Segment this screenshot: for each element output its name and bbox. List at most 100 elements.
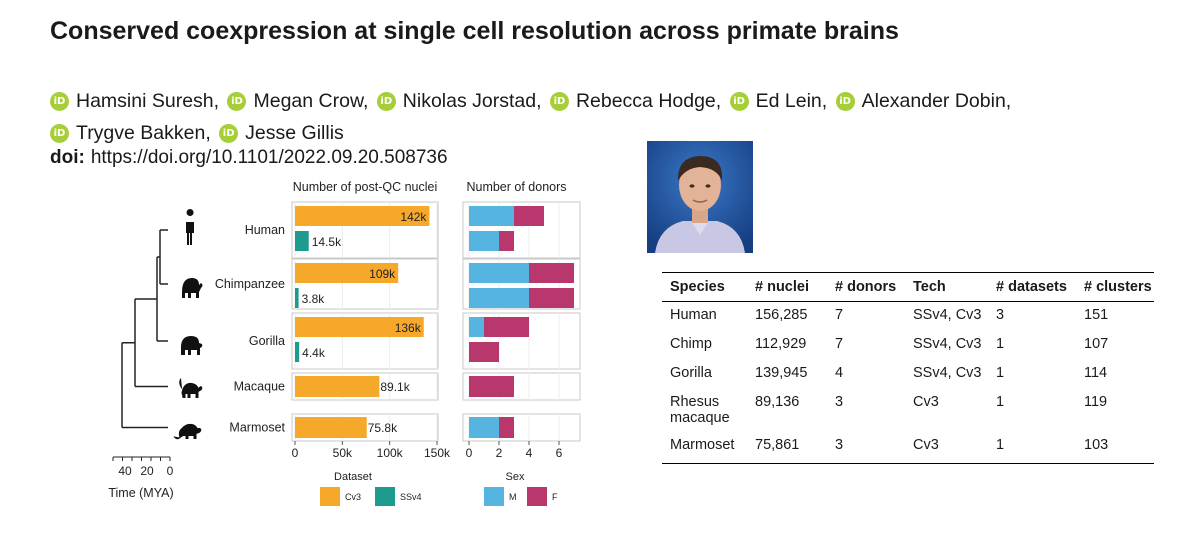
bar-cv3: [295, 206, 430, 226]
orcid-icon[interactable]: iD: [227, 92, 247, 111]
tick-label: 0: [292, 446, 299, 460]
author-name[interactable]: Alexander Dobin,: [861, 90, 1012, 112]
bar-male: [469, 288, 529, 308]
bar-label: 3.8k: [302, 292, 326, 306]
bar-label: 89.1k: [380, 380, 410, 394]
table-row: Rhesus macaque 89,136 3 Cv3 1 119: [662, 389, 1154, 432]
orcid-icon[interactable]: iD: [549, 92, 569, 111]
author-name[interactable]: Hamsini Suresh,: [76, 90, 220, 112]
cell-tech: SSv4, Cv3: [913, 307, 982, 323]
bar-cv3: [295, 317, 424, 337]
orcid-icon[interactable]: iD: [219, 124, 239, 143]
species-silhouettes: [173, 209, 203, 440]
bar-male: [469, 231, 499, 251]
cell-datasets: 3: [996, 307, 1005, 323]
author[interactable]: iD Jesse Gillis: [219, 119, 344, 148]
species-label: Gorilla: [249, 334, 285, 348]
bar-cv3: [295, 263, 399, 283]
orcid-icon[interactable]: iD: [50, 92, 69, 111]
author[interactable]: iD Nikolas Jorstad,: [376, 87, 542, 116]
time-tick-label: 40: [118, 464, 132, 478]
cell-donors: 4: [835, 365, 844, 381]
legend-swatch: [320, 487, 340, 506]
cell-tech: Cv3: [913, 394, 939, 410]
table-row: Marmoset 75,861 3 Cv3 1 103: [662, 432, 1154, 464]
bar-cv3: [295, 417, 367, 438]
orcid-icon[interactable]: iD: [376, 92, 396, 111]
cell-nuclei: 139,945: [755, 365, 808, 381]
table-row: Human 156,285 7 SSv4, Cv3 3 151: [662, 302, 1154, 332]
bar-male: [469, 263, 529, 283]
author[interactable]: iD Hamsini Suresh,: [50, 87, 219, 116]
author-name[interactable]: Rebecca Hodge,: [575, 90, 722, 112]
cell-datasets: 1: [996, 394, 1005, 410]
cell-datasets: 1: [996, 365, 1005, 381]
species-label: Human: [245, 223, 285, 237]
cell-nuclei: 156,285: [755, 307, 808, 323]
cell-species: Gorilla: [670, 365, 712, 381]
bar-female: [469, 342, 499, 362]
gorilla-icon: [180, 336, 203, 355]
tick-label: 100k: [377, 446, 404, 460]
cell-clusters: 107: [1084, 336, 1109, 352]
cell-donors: 7: [835, 307, 844, 323]
author-name[interactable]: Ed Lein,: [755, 90, 828, 112]
cell-species: Chimp: [670, 336, 712, 352]
bar-female: [529, 263, 574, 283]
author[interactable]: iD Alexander Dobin,: [835, 87, 1012, 116]
doi-link[interactable]: https://doi.org/10.1101/2022.09.20.50873…: [90, 147, 448, 168]
author[interactable]: iD Rebecca Hodge,: [549, 87, 722, 116]
legend-label: Cv3: [345, 492, 361, 502]
author[interactable]: iD Megan Crow,: [227, 87, 368, 116]
author-name[interactable]: Nikolas Jorstad,: [402, 90, 542, 112]
bar-female: [514, 206, 544, 226]
table-row: Gorilla 139,945 4 SSv4, Cv3 1 114: [662, 360, 1154, 389]
axis-label: Time (MYA): [108, 486, 173, 500]
cell-nuclei: 112,929: [755, 336, 807, 352]
author-name[interactable]: Jesse Gillis: [245, 122, 344, 144]
doi-line: doi: https://doi.org/10.1101/2022.09.20.5…: [50, 147, 448, 169]
legend-swatch: [375, 487, 395, 506]
bar-label: 136k: [395, 321, 422, 335]
legend-title: Dataset: [334, 471, 372, 483]
author[interactable]: iD Ed Lein,: [729, 87, 828, 116]
bar-label: 4.4k: [302, 346, 326, 360]
orcid-icon[interactable]: iD: [729, 92, 749, 111]
bar-ssv4: [295, 342, 300, 362]
cell-tech: Cv3: [905, 432, 988, 464]
cell-donors: 7: [835, 336, 844, 352]
bar-label: 75.8k: [368, 421, 398, 435]
tick-label: 0: [466, 446, 473, 460]
author-name[interactable]: Megan Crow,: [253, 90, 369, 112]
time-tick-label: 20: [140, 464, 154, 478]
tick-label: 50k: [333, 446, 353, 460]
bar-female: [484, 317, 529, 337]
column-header: # nuclei: [747, 272, 827, 302]
author[interactable]: iD Trygve Bakken,: [50, 119, 211, 148]
author-name[interactable]: Trygve Bakken,: [76, 122, 211, 144]
bar-female: [529, 288, 574, 308]
bar-label: 109k: [369, 267, 396, 281]
bar-cv3: [295, 376, 380, 397]
legend-label: SSv4: [400, 492, 422, 502]
legend-label: M: [509, 492, 517, 502]
orcid-icon[interactable]: iD: [50, 124, 69, 143]
nuclei-chart: Number of post-QC nuclei 142k 14.5k 109k 3.8…: [291, 180, 451, 506]
marmoset-icon: [173, 423, 202, 440]
phylogeny-tree: Human Chimpanzee Gorilla Macaque Marmoset 40 2…: [108, 223, 285, 500]
cell-tech: SSv4, Cv3: [913, 336, 982, 352]
cell-nuclei: 89,136: [755, 394, 800, 410]
tick-label: 2: [496, 446, 503, 460]
time-tick-label: 0: [167, 464, 174, 478]
legend-swatch: [527, 487, 547, 506]
bar-label: 14.5k: [312, 235, 342, 249]
legend-swatch: [484, 487, 504, 506]
bar-male: [469, 317, 484, 337]
orcid-icon[interactable]: iD: [835, 92, 855, 111]
author-list: iD Hamsini Suresh, iD Megan Crow, iD Nikola…: [50, 84, 1150, 148]
bar-female: [499, 417, 514, 438]
cell-clusters: 119: [1084, 394, 1108, 410]
cell-donors: 3: [827, 432, 905, 464]
bar-male: [469, 417, 499, 438]
